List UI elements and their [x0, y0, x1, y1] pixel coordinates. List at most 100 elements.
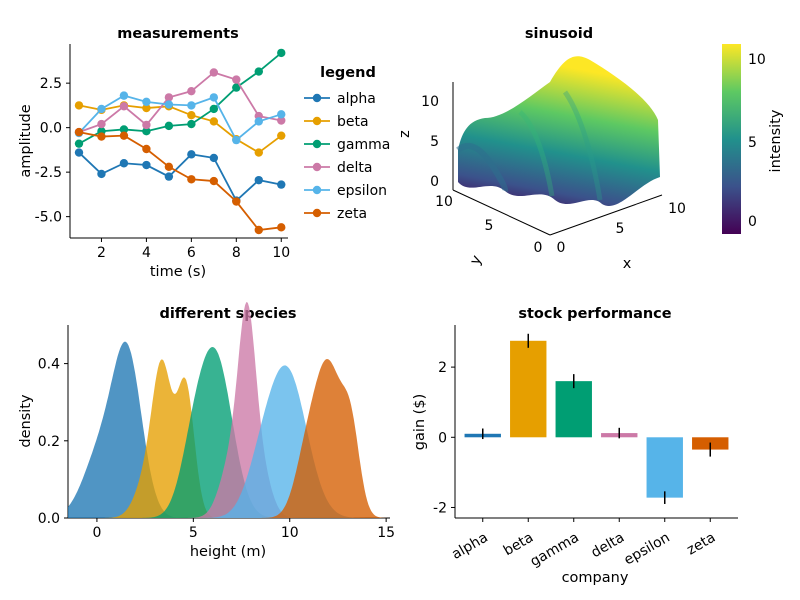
data-point-delta — [232, 75, 241, 84]
density-area-2 — [68, 359, 390, 518]
data-point-epsilon — [254, 117, 263, 126]
species-title: different species — [159, 306, 296, 322]
data-point-gamma — [232, 83, 241, 92]
colorbar-tick: 10 — [748, 52, 766, 68]
bar-beta — [510, 340, 547, 438]
data-point-beta — [277, 131, 286, 140]
y-tick-label: 2 — [438, 360, 447, 376]
y-tick-label: -2 — [433, 500, 447, 516]
density-area-4 — [68, 302, 390, 518]
colorbar-tick: 0 — [748, 214, 757, 230]
legend-label-alpha: alpha — [337, 91, 376, 107]
data-point-alpha — [187, 150, 196, 159]
legend-title: legend — [320, 65, 376, 81]
data-point-zeta — [74, 127, 84, 137]
legend-label-beta: beta — [337, 114, 369, 130]
stock-ylabel: gain ($) — [412, 394, 428, 450]
sinusoid-surface — [458, 56, 660, 207]
data-point-gamma — [187, 119, 196, 129]
data-point-zeta — [277, 223, 286, 232]
data-point-zeta — [119, 131, 129, 140]
data-point-beta — [187, 110, 196, 120]
x-tick-label: 4 — [142, 245, 151, 261]
stock-title: stock performance — [518, 306, 671, 322]
x-tick-label: 10 — [272, 245, 290, 261]
surface-ridge — [518, 110, 555, 197]
series-line-alpha — [78, 151, 282, 203]
data-point-epsilon — [142, 97, 151, 107]
data-point-alpha — [97, 169, 106, 179]
data-point-zeta — [232, 197, 241, 206]
legend-label-epsilon: epsilon — [337, 183, 387, 199]
species-panel: different species 0 5 10 15 0.0 0.2 0.4 height… — [18, 302, 395, 560]
surface-x-axis-line — [549, 194, 663, 236]
data-point-epsilon — [97, 104, 106, 114]
category-label-zeta: zeta — [684, 530, 718, 559]
density-area-3 — [68, 347, 390, 518]
surface-y-tick: 5 — [485, 218, 494, 234]
legend-label-gamma: gamma — [337, 137, 390, 153]
data-point-gamma — [209, 104, 219, 114]
y-tick-label: 0.4 — [38, 357, 60, 373]
data-point-epsilon — [209, 93, 219, 102]
data-point-gamma — [142, 127, 151, 136]
x-tick-label: 15 — [377, 525, 395, 541]
data-point-zeta — [164, 162, 174, 172]
surface-y-axis-line — [452, 189, 551, 236]
surface-ylabel: y — [467, 253, 485, 268]
legend-marker-alpha — [312, 93, 322, 103]
data-point-zeta — [142, 144, 151, 154]
data-point-epsilon — [277, 110, 286, 119]
surface-x-tick: 10 — [668, 201, 686, 217]
data-point-zeta — [187, 175, 196, 184]
data-point-alpha — [277, 180, 286, 189]
legend-marker-delta — [312, 162, 322, 172]
data-point-epsilon — [187, 101, 196, 110]
data-point-beta — [74, 101, 84, 110]
legend-marker-epsilon — [312, 185, 322, 195]
series-line-gamma — [78, 52, 282, 145]
surface-z-tick: 5 — [430, 134, 439, 150]
data-point-gamma — [74, 139, 84, 148]
data-point-alpha — [209, 153, 219, 163]
data-point-delta — [187, 86, 196, 96]
surface-ridge — [562, 90, 603, 201]
series-line-zeta — [78, 131, 282, 231]
y-tick-label: -5.0 — [35, 210, 62, 226]
density-area-6 — [68, 359, 390, 518]
sinusoid-title: sinusoid — [525, 26, 593, 42]
surface-x-tick: 0 — [557, 240, 566, 256]
data-point-zeta — [254, 225, 263, 235]
y-tick-label: 0.0 — [40, 121, 62, 137]
data-point-gamma — [119, 125, 129, 134]
measurements-title: measurements — [117, 26, 239, 42]
surface-ridge — [456, 143, 509, 192]
data-point-delta — [119, 102, 129, 111]
legend-marker-gamma — [312, 139, 322, 149]
data-point-alpha — [254, 175, 263, 185]
surface-z-tick: 0 — [430, 174, 439, 190]
y-tick-label: 0 — [438, 430, 447, 446]
surface-x-tick: 5 — [616, 221, 625, 237]
data-point-delta — [164, 93, 174, 102]
data-point-delta — [97, 119, 106, 129]
legend: legend alpha beta gamma delta epsilon zeta — [304, 65, 390, 222]
category-label-gamma: gamma — [528, 530, 582, 571]
surface-xlabel: x — [623, 256, 632, 272]
measurements-xlabel: time (s) — [150, 264, 206, 280]
y-tick-label: 0.0 — [38, 511, 60, 527]
data-point-epsilon — [119, 91, 129, 100]
data-point-alpha — [74, 148, 84, 157]
legend-label-zeta: zeta — [337, 206, 367, 222]
stock-xlabel: company — [562, 570, 629, 586]
colorbar-tick: 5 — [748, 135, 757, 151]
measurements-ylabel: amplitude — [18, 104, 34, 177]
data-point-delta — [142, 120, 151, 130]
data-point-gamma — [164, 121, 174, 131]
colorbar — [722, 44, 741, 234]
data-point-beta — [142, 103, 151, 113]
data-point-gamma — [277, 48, 286, 58]
data-point-zeta — [209, 176, 219, 186]
